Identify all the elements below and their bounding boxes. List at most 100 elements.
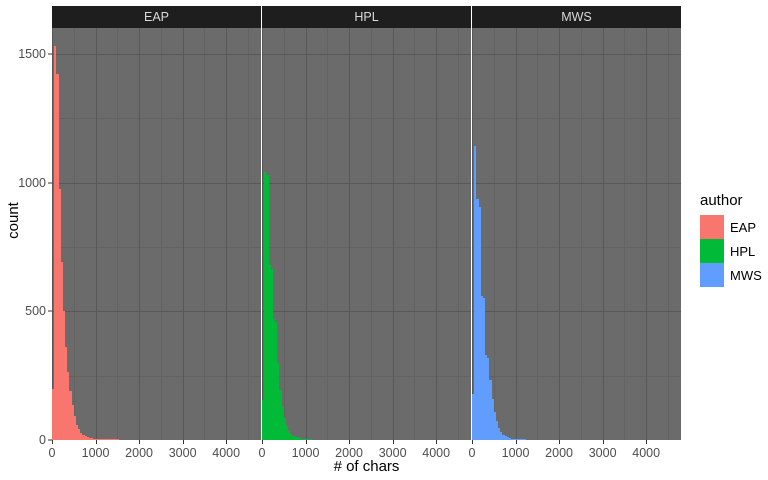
histogram-bar — [104, 439, 107, 440]
histogram-bar — [491, 398, 494, 440]
legend-item[interactable]: HPL — [700, 239, 768, 263]
histogram-bar — [474, 146, 477, 440]
gridline-minor-vertical — [537, 28, 539, 440]
gridline-minor-vertical — [370, 28, 372, 440]
histogram-bar — [99, 439, 103, 440]
y-axis-tick-label: 1000 — [18, 175, 46, 190]
legend-item-label: MWS — [730, 267, 762, 283]
histogram-bar — [84, 436, 87, 440]
x-axis-tick-mark — [602, 440, 604, 444]
gridline-major-horizontal — [472, 53, 681, 55]
histogram-bar — [493, 411, 496, 440]
histogram-bar — [288, 430, 291, 440]
histogram-bar — [97, 439, 100, 440]
histogram-bar — [296, 437, 299, 440]
gridline-minor-horizontal — [472, 118, 681, 120]
gridline-minor-horizontal — [262, 375, 471, 377]
x-axis-tick-label: 0 — [468, 446, 476, 460]
histogram-bar — [485, 355, 488, 440]
gridline-minor-vertical — [283, 28, 285, 440]
histogram-bar — [513, 438, 516, 440]
histogram-bar — [264, 172, 267, 440]
y-axis-tick-label: 1500 — [18, 46, 46, 61]
x-axis-tick-label: 0 — [258, 446, 266, 460]
histogram-bar — [307, 439, 310, 440]
y-axis-tick-mark — [48, 53, 52, 55]
gridline-major-vertical — [262, 28, 263, 440]
histogram-bar — [489, 379, 492, 440]
y-axis-tick-mark — [48, 439, 52, 441]
gridline-minor-vertical — [204, 28, 206, 440]
y-axis-tick-label: 500 — [25, 304, 46, 319]
histogram-bar — [108, 439, 111, 440]
histogram-bar — [52, 388, 55, 440]
histogram-bar — [500, 431, 503, 440]
histogram-bar — [78, 429, 81, 440]
y-axis-title: count — [2, 0, 24, 440]
gridline-minor-vertical — [247, 28, 249, 440]
histogram-bar — [266, 174, 269, 440]
histogram-bar — [294, 437, 297, 440]
histogram-bar — [482, 298, 486, 440]
histogram-bar — [82, 434, 85, 440]
histogram-bar — [292, 435, 295, 440]
y-axis-tick-mark — [48, 182, 52, 183]
x-axis-tick-label: 1000 — [501, 446, 530, 460]
gridline-major-vertical — [182, 28, 184, 440]
histogram-bar — [495, 421, 499, 440]
histogram-bar — [268, 264, 271, 440]
x-axis-tick-mark — [392, 440, 394, 444]
histogram-bar — [309, 439, 313, 440]
histogram-bar — [511, 438, 514, 440]
histogram-bar — [279, 389, 282, 440]
x-axis-tick-mark — [305, 440, 307, 444]
histogram-bar — [89, 437, 92, 440]
gridline-major-horizontal — [472, 182, 681, 184]
gridline-minor-vertical — [493, 28, 495, 440]
histogram-bar — [277, 362, 280, 440]
x-axis-tick-mark — [182, 440, 184, 444]
histogram-bar — [517, 439, 520, 440]
gridline-major-horizontal — [262, 53, 471, 55]
histogram-bar — [472, 393, 475, 440]
histogram-bar — [504, 436, 507, 440]
x-axis-tick-label: 4000 — [422, 446, 451, 460]
histogram-bar — [71, 405, 74, 440]
gridline-major-vertical — [305, 28, 307, 440]
x-axis-tick-mark — [95, 440, 97, 444]
y-axis-tick-mark — [48, 310, 52, 312]
legend-title: author — [700, 192, 743, 209]
gridline-minor-horizontal — [472, 246, 681, 248]
histogram-bar — [58, 188, 61, 440]
histogram-bar — [303, 439, 306, 440]
x-axis-tick-label: 0 — [48, 446, 56, 460]
x-axis-tick-label: 2000 — [335, 446, 363, 460]
gridline-major-vertical — [226, 28, 228, 440]
gridline-major-vertical — [602, 28, 604, 440]
legend-item[interactable]: MWS — [700, 263, 768, 287]
gridline-major-horizontal — [52, 53, 261, 55]
x-axis-title: # of chars — [333, 458, 400, 475]
histogram-bar — [270, 268, 273, 440]
histogram-bar — [476, 199, 479, 440]
facet-strip-label: MWS — [472, 6, 681, 28]
facet-strip-label: EAP — [52, 6, 261, 28]
histogram-bar — [272, 318, 276, 440]
x-axis-tick-mark — [349, 440, 351, 444]
gridline-major-horizontal — [52, 311, 261, 313]
gridline-major-horizontal — [472, 311, 681, 313]
histogram-bar — [515, 439, 518, 440]
histogram-bar — [110, 439, 113, 440]
gridline-minor-horizontal — [472, 375, 681, 377]
histogram-bar — [95, 438, 98, 440]
legend-item[interactable]: EAP — [700, 215, 768, 239]
gridline-minor-horizontal — [262, 246, 471, 248]
x-axis-tick-mark — [646, 440, 648, 444]
histogram-bar — [285, 425, 289, 440]
y-axis-title-label: count — [4, 201, 22, 239]
gridline-minor-vertical — [580, 28, 582, 440]
gridline-minor-horizontal — [52, 246, 261, 248]
histogram-bar — [80, 432, 83, 440]
histogram-bar — [69, 391, 72, 440]
gridline-minor-vertical — [414, 28, 416, 440]
